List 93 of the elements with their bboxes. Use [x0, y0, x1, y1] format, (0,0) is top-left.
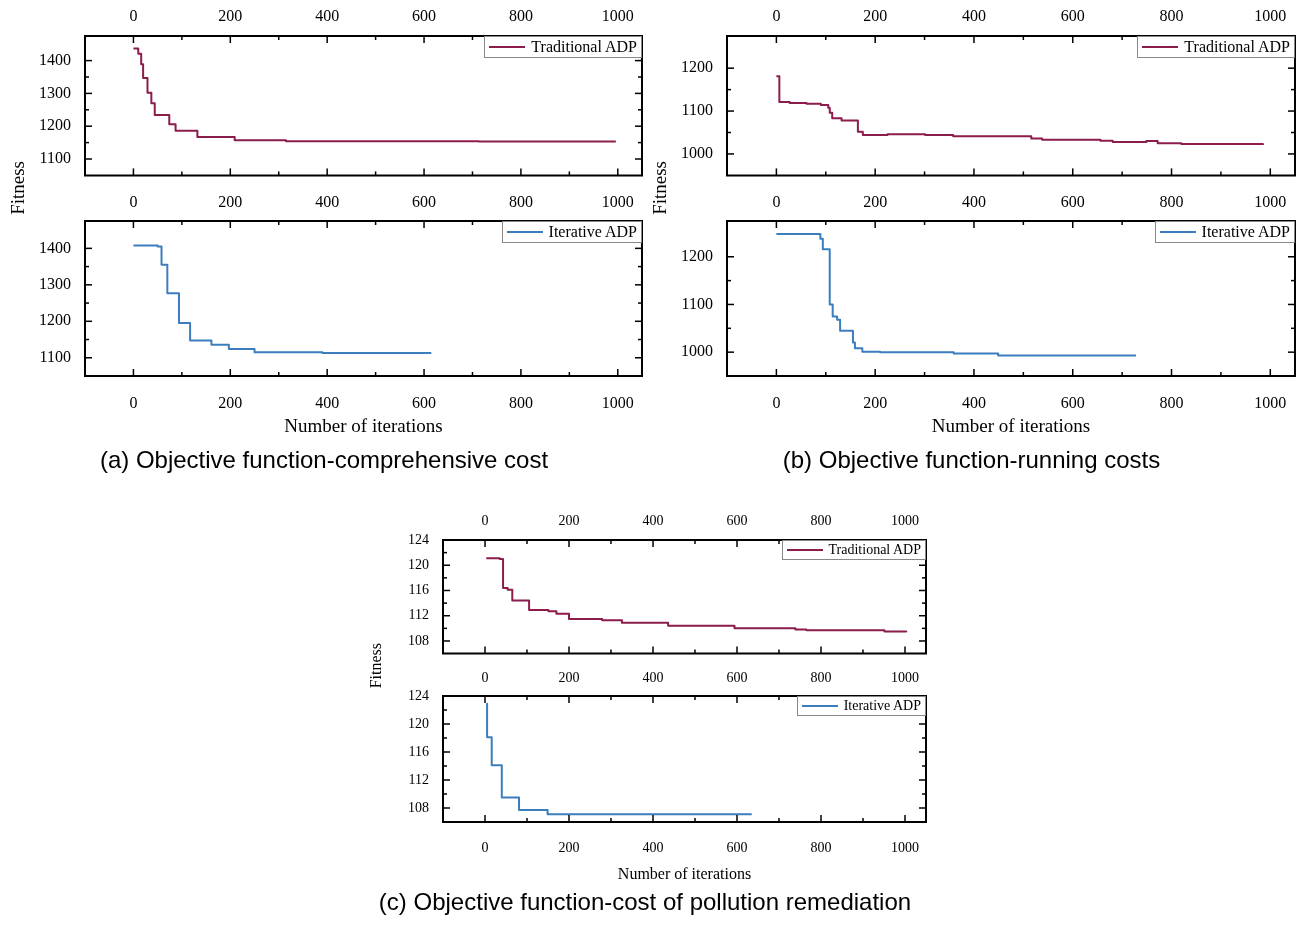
x-tick-label: 400 [642, 670, 664, 686]
x-tick-label: 800 [1159, 6, 1184, 24]
y-axis-title: Fitness [366, 643, 385, 689]
x2-tick-label: 400 [961, 393, 986, 411]
x-tick-label: 600 [726, 670, 748, 686]
y-tick-label: 108 [408, 799, 429, 815]
text: (a) Objective function-comprehensive cost [99, 446, 549, 474]
x-tick-label: 600 [1060, 192, 1085, 210]
y-tick-label: 120 [408, 715, 429, 731]
x-tick-label: 600 [726, 513, 748, 529]
x-tick-label: 200 [558, 513, 580, 529]
x2-tick-label: 0 [772, 393, 781, 411]
y-tick-label: 120 [408, 556, 429, 572]
x-tick-label: 600 [1060, 6, 1085, 24]
x-tick-label: 200 [218, 192, 243, 210]
x2-tick-label: 400 [315, 393, 340, 411]
x2-tick-label: 800 [1159, 393, 1184, 411]
x-tick-label: 0 [772, 192, 781, 210]
x-tick-label: 1000 [601, 6, 634, 24]
x-tick-label: 1000 [891, 670, 919, 686]
x-tick-label: 1000 [601, 192, 634, 210]
x2-tick-label: 600 [1060, 393, 1085, 411]
x-tick-label: 1000 [1254, 6, 1287, 24]
legend-label: Iterative ADP [843, 698, 921, 714]
x2-tick-label: 0 [481, 840, 489, 856]
x-tick-label: 600 [412, 6, 437, 24]
y-tick-label: 1200 [39, 311, 71, 329]
x-tick-label: 200 [558, 670, 580, 686]
x2-tick-label: 600 [412, 393, 437, 411]
x-tick-label: 200 [218, 6, 243, 24]
y-tick-label: 112 [408, 607, 429, 623]
x2-tick-label: 1000 [891, 840, 919, 856]
x2-tick-label: 200 [863, 393, 888, 411]
x2-tick-label: 0 [129, 393, 138, 411]
x-tick-label: 400 [961, 6, 986, 24]
x-tick-label: 800 [810, 670, 832, 686]
y-tick-label: 1300 [39, 275, 71, 293]
x2-tick-label: 200 [218, 393, 243, 411]
text: (c) Objective function-cost of pollution remediation [378, 888, 912, 916]
x-tick-label: 0 [129, 192, 138, 210]
text: (b) Objective function-running costs [782, 446, 1161, 474]
x2-tick-label: 800 [810, 840, 832, 856]
y-tick-label: 116 [408, 582, 429, 598]
x-tick-label: 800 [508, 192, 533, 210]
legend-label: Traditional ADP [828, 542, 921, 558]
x-tick-label: 200 [863, 6, 888, 24]
y-tick-label: 116 [408, 743, 429, 759]
y-tick-label: 112 [408, 771, 429, 787]
x-tick-label: 400 [961, 192, 986, 210]
x-axis-title: Number of iterations [617, 864, 752, 882]
y-tick-label: 124 [408, 687, 429, 703]
y-tick-label: 1000 [681, 342, 713, 360]
y-tick-label: 1100 [681, 101, 713, 119]
x-tick-label: 0 [481, 513, 489, 529]
x2-tick-label: 800 [508, 393, 533, 411]
y-axis-title: Fitness [6, 161, 29, 215]
y-tick-label: 1100 [39, 149, 71, 167]
y-tick-label: 108 [408, 632, 429, 648]
x2-tick-label: 600 [726, 840, 748, 856]
x2-tick-label: 1000 [1254, 393, 1287, 411]
x-axis-title: Number of iterations [284, 414, 443, 436]
y-tick-label: 124 [408, 531, 429, 547]
y-tick-label: 1200 [681, 246, 713, 264]
x-tick-label: 0 [772, 6, 781, 24]
x-tick-label: 1000 [1254, 192, 1287, 210]
y-tick-label: 1200 [39, 116, 71, 134]
x-tick-label: 400 [315, 192, 340, 210]
x-tick-label: 0 [481, 670, 489, 686]
legend-label: Iterative ADP [1201, 223, 1290, 241]
x-tick-label: 600 [412, 192, 437, 210]
x-tick-label: 800 [810, 513, 832, 529]
y-tick-label: 1400 [39, 50, 71, 68]
x2-tick-label: 200 [558, 840, 580, 856]
x2-tick-label: 1000 [601, 393, 634, 411]
legend-label: Traditional ADP [531, 38, 637, 56]
x-axis-title: Number of iterations [931, 414, 1091, 436]
x-tick-label: 800 [508, 6, 533, 24]
y-axis-title: Fitness [648, 161, 671, 215]
legend-label: Iterative ADP [548, 223, 637, 241]
x-tick-label: 1000 [891, 513, 919, 529]
y-tick-label: 1000 [681, 144, 713, 162]
x-tick-label: 400 [642, 513, 664, 529]
x-tick-label: 400 [315, 6, 340, 24]
y-tick-label: 1100 [681, 294, 713, 312]
x-tick-label: 0 [129, 6, 138, 24]
x-tick-label: 800 [1159, 192, 1184, 210]
x2-tick-label: 400 [642, 840, 664, 856]
legend-label: Traditional ADP [1184, 38, 1290, 56]
y-tick-label: 1400 [39, 238, 71, 256]
y-tick-label: 1100 [39, 347, 71, 365]
y-tick-label: 1300 [39, 83, 71, 101]
x-tick-label: 200 [863, 192, 888, 210]
y-tick-label: 1200 [681, 58, 713, 76]
